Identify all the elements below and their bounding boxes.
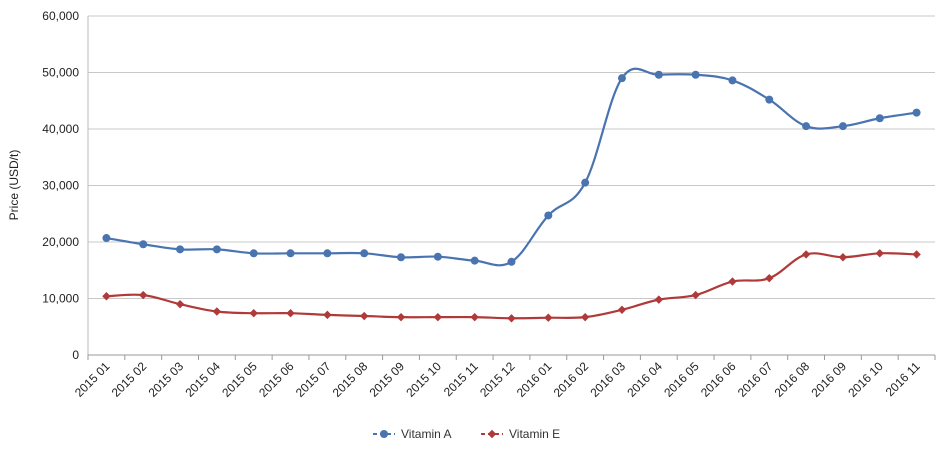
data-point-vitamin-e[interactable]	[470, 312, 479, 322]
data-point-vitamin-a[interactable]	[433, 252, 442, 261]
data-point-vitamin-e[interactable]	[286, 308, 295, 318]
series-layer	[102, 67, 921, 323]
x-tick-label: 2016 04	[624, 359, 665, 400]
data-point-vitamin-a[interactable]	[875, 114, 884, 123]
y-tick-label: 10,000	[42, 292, 79, 306]
data-point-vitamin-e[interactable]	[139, 290, 148, 300]
data-point-vitamin-a[interactable]	[765, 95, 774, 104]
x-tick-label: 2016 09	[808, 359, 849, 400]
x-tick-label: 2015 02	[109, 359, 150, 400]
x-tick-label: 2016 05	[661, 359, 702, 400]
x-tick-label: 2015 09	[367, 359, 408, 400]
x-tick-label: 2016 07	[735, 359, 776, 400]
series-line-vitamin-a	[106, 67, 917, 267]
data-point-vitamin-e[interactable]	[102, 292, 111, 301]
grid-lines	[88, 15, 935, 299]
x-tick-label: 2016 11	[883, 359, 923, 399]
data-point-vitamin-e[interactable]	[544, 313, 553, 322]
data-point-vitamin-e[interactable]	[580, 312, 590, 322]
y-tick-label: 40,000	[42, 122, 79, 136]
data-point-vitamin-e[interactable]	[801, 250, 811, 259]
legend-item-vitamin-e[interactable]: Vitamin E	[481, 427, 560, 441]
series-vitamin-e	[102, 249, 921, 323]
y-tick-label: 30,000	[42, 179, 79, 193]
data-point-vitamin-e[interactable]	[359, 311, 369, 321]
data-point-vitamin-e[interactable]	[728, 277, 737, 286]
legend-swatch-marker[interactable]	[380, 430, 388, 438]
data-point-vitamin-a[interactable]	[728, 76, 737, 85]
data-point-vitamin-e[interactable]	[617, 305, 627, 314]
legend[interactable]: Vitamin A Vitamin E	[373, 427, 560, 441]
x-tick-label: 2015 10	[403, 359, 444, 400]
x-tick-label: 2015 04	[182, 359, 223, 400]
data-point-vitamin-a[interactable]	[581, 178, 590, 187]
data-point-vitamin-a[interactable]	[360, 249, 369, 258]
data-point-vitamin-e[interactable]	[691, 290, 700, 300]
data-point-vitamin-e[interactable]	[396, 312, 406, 322]
data-point-vitamin-a[interactable]	[323, 249, 332, 258]
data-point-vitamin-e[interactable]	[175, 299, 185, 309]
data-point-vitamin-e[interactable]	[765, 273, 774, 283]
data-point-vitamin-a[interactable]	[470, 256, 479, 265]
data-point-vitamin-a[interactable]	[912, 108, 921, 117]
legend-label: Vitamin E	[509, 427, 560, 441]
data-point-vitamin-e[interactable]	[433, 312, 443, 322]
data-point-vitamin-e[interactable]	[212, 307, 222, 316]
data-point-vitamin-a[interactable]	[286, 249, 295, 258]
x-tick-label: 2016 01	[514, 359, 555, 400]
y-axis-label: Price (USD/t)	[7, 150, 21, 221]
x-tick-label: 2016 02	[551, 359, 592, 400]
data-point-vitamin-a[interactable]	[691, 70, 700, 79]
legend-label: Vitamin A	[401, 427, 451, 441]
series-vitamin-a	[102, 67, 921, 267]
data-point-vitamin-e[interactable]	[323, 310, 332, 320]
data-point-vitamin-a[interactable]	[838, 122, 847, 131]
data-point-vitamin-a[interactable]	[249, 249, 258, 258]
data-point-vitamin-e[interactable]	[654, 295, 664, 304]
data-point-vitamin-a[interactable]	[507, 257, 516, 266]
axes	[87, 16, 935, 356]
data-point-vitamin-e[interactable]	[249, 308, 258, 318]
x-tick-label: 2016 03	[588, 359, 629, 400]
x-tick-label: 2015 01	[72, 359, 113, 400]
data-point-vitamin-a[interactable]	[544, 211, 553, 220]
data-point-vitamin-a[interactable]	[397, 253, 406, 262]
x-tick-label: 2016 08	[772, 359, 813, 400]
y-axis-ticks: 0 10,000 20,000 30,000 40,000 50,000 60,000	[42, 9, 79, 362]
x-tick-label: 2015 03	[146, 359, 187, 400]
x-tick-label: 2016 06	[698, 359, 739, 400]
data-point-vitamin-a[interactable]	[212, 245, 221, 254]
x-tick-label: 2015 11	[441, 359, 481, 399]
y-tick-label: 0	[72, 348, 79, 362]
data-point-vitamin-a[interactable]	[139, 240, 148, 249]
data-point-vitamin-a[interactable]	[176, 245, 185, 254]
y-tick-label: 50,000	[42, 66, 79, 80]
y-tick-label: 60,000	[42, 9, 79, 23]
data-point-vitamin-a[interactable]	[654, 70, 663, 79]
data-point-vitamin-a[interactable]	[617, 74, 626, 83]
x-tick-label: 2015 08	[330, 359, 371, 400]
x-tick-label: 2016 10	[845, 359, 886, 400]
x-tick-label: 2015 05	[219, 359, 260, 400]
data-point-vitamin-e[interactable]	[875, 249, 884, 258]
data-point-vitamin-e[interactable]	[912, 250, 921, 259]
data-point-vitamin-e[interactable]	[507, 314, 516, 323]
x-tick-label: 2015 07	[293, 359, 334, 400]
x-tick-label: 2015 12	[477, 359, 518, 400]
legend-swatch-marker[interactable]	[487, 429, 497, 439]
data-point-vitamin-e[interactable]	[838, 253, 848, 262]
legend-item-vitamin-a[interactable]: Vitamin A	[373, 427, 451, 441]
y-tick-label: 20,000	[42, 235, 79, 249]
x-tick-label: 2015 06	[256, 359, 297, 400]
data-point-vitamin-a[interactable]	[802, 122, 811, 131]
data-point-vitamin-a[interactable]	[102, 234, 111, 243]
